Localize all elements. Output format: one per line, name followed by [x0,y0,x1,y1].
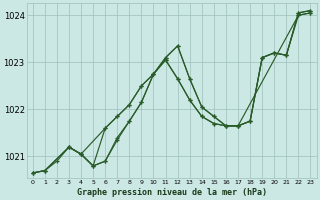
X-axis label: Graphe pression niveau de la mer (hPa): Graphe pression niveau de la mer (hPa) [76,188,267,197]
